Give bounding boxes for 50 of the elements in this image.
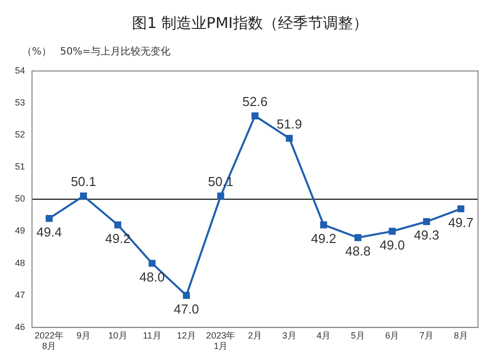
y-tick-label: 46 xyxy=(14,322,26,332)
x-tick-label: 4月 xyxy=(316,330,331,340)
x-tick-label: 3月 xyxy=(282,330,296,340)
y-tick-label: 50 xyxy=(14,194,26,204)
data-label: 51.9 xyxy=(276,116,302,132)
data-label: 49.3 xyxy=(414,228,440,243)
y-tick-label: 49 xyxy=(14,226,26,236)
data-label: 49.2 xyxy=(105,230,130,246)
x-tick-label: 2月 xyxy=(248,330,262,340)
y-tick-label: 53 xyxy=(14,98,26,108)
x-tick-label: 7月 xyxy=(420,330,434,340)
data-label: 49.0 xyxy=(380,237,405,252)
x-tick-label: 8月 xyxy=(454,330,468,340)
y-tick-label: 52 xyxy=(14,130,26,140)
point xyxy=(252,112,258,120)
chart-title: 图1 制造业PMI指数（经季节调整） xyxy=(131,13,369,34)
y-tick-label: 47 xyxy=(14,290,26,300)
point xyxy=(354,234,362,242)
point xyxy=(46,214,53,222)
text: 50%=与上月比较无变化 xyxy=(60,46,171,58)
data-label: 48.0 xyxy=(139,269,165,284)
y-axis-title: （%） xyxy=(22,46,52,58)
y-tick-label: 48 xyxy=(14,258,26,268)
x-tick-label: 6月 xyxy=(385,330,400,340)
point xyxy=(182,292,190,299)
point xyxy=(457,205,464,212)
data-label: 47.0 xyxy=(174,301,200,316)
y-tick-label: 54 xyxy=(14,65,26,76)
x-tick-label: 10月 xyxy=(108,330,128,340)
point xyxy=(320,221,328,228)
point xyxy=(80,192,87,200)
point xyxy=(114,221,122,228)
data-label: 49.4 xyxy=(36,224,62,240)
point xyxy=(286,134,293,142)
y-tick-label: 51 xyxy=(14,162,26,172)
point xyxy=(388,228,396,235)
x-tick-label: 9月 xyxy=(76,330,90,340)
data-label: 49.2 xyxy=(310,230,336,246)
x-tick-label: 12月 xyxy=(176,330,196,340)
data-label: 48.8 xyxy=(345,244,371,259)
point xyxy=(217,192,224,200)
point xyxy=(148,260,156,267)
data-label: 50.1 xyxy=(70,174,96,190)
x-tick-label: 2023年 1月 xyxy=(206,330,236,352)
point xyxy=(423,218,430,226)
x-tick-label: 2022年 8月 xyxy=(34,330,64,352)
data-label: 52.6 xyxy=(242,94,268,109)
x-tick-label: 5月 xyxy=(350,330,365,340)
x-tick-label: 11月 xyxy=(142,330,162,340)
data-label: 49.7 xyxy=(448,214,474,230)
